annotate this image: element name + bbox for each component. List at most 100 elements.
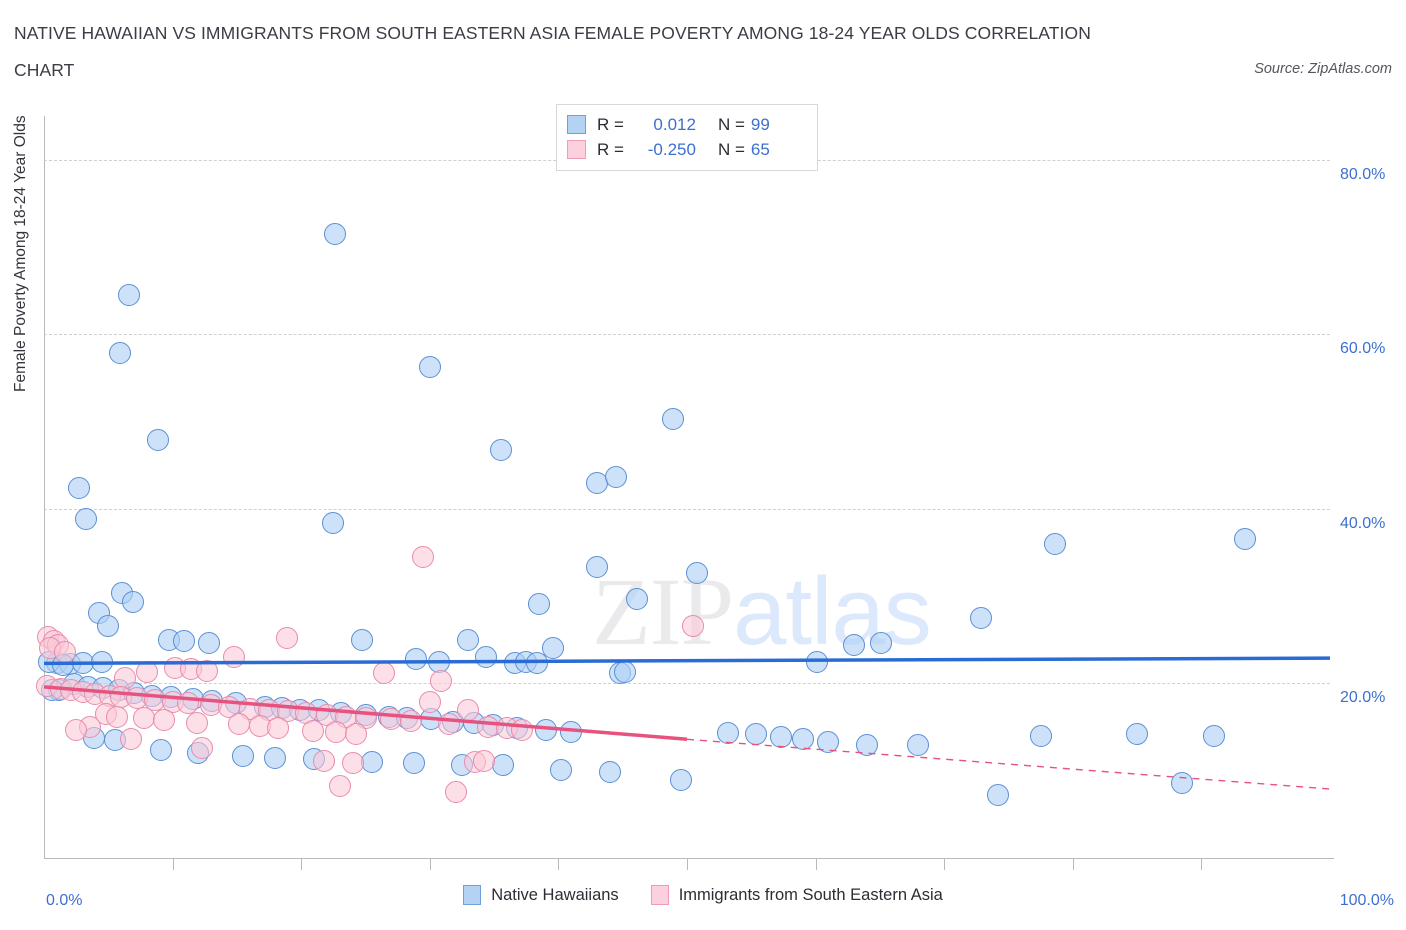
legend-item-immigrants-south-eastern-asia[interactable]: Immigrants from South Eastern Asia [650,885,943,905]
series-legend: Native Hawaiians Immigrants from South E… [0,885,1406,905]
scatter-point-blue [843,634,866,656]
scatter-point-blue [173,629,196,652]
scatter-point-pink [301,719,324,742]
scatter-point-pink [135,661,158,684]
scatter-point-blue [489,439,512,462]
scatter-point-pink [341,751,364,774]
scatter-point-blue [147,428,170,451]
scatter-point-blue [1171,771,1194,794]
scatter-point-blue [97,614,120,637]
x-tick-50 [687,858,688,870]
scatter-point-blue [1043,532,1066,555]
gridline-200 [44,683,1330,685]
scatter-point-blue [67,476,90,499]
x-tick-30 [429,858,431,870]
scatter-point-blue [549,758,572,781]
scatter-point-blue [418,355,441,378]
scatter-point-pink [399,709,422,732]
x-tick-40 [558,858,560,870]
scatter-point-blue [1203,724,1226,747]
scatter-point-blue [197,632,220,655]
gridline-400 [44,508,1330,510]
scatter-point-blue [686,561,709,584]
scatter-point-pink [267,716,290,739]
scatter-point-pink [65,718,88,741]
scatter-point-blue [360,750,383,773]
plot-area: ZIPatlas [35,116,1331,858]
pink-series-swatch [567,140,586,159]
legend-item-native-hawaiians[interactable]: Native Hawaiians [463,885,619,905]
x-tick-70 [944,858,946,870]
x-tick-80 [1072,858,1074,870]
blue-n-label: N = [717,114,745,134]
scatter-point-blue [669,769,692,792]
scatter-point-blue [805,650,828,673]
scatter-point-blue [1029,724,1052,747]
scatter-point-blue [457,628,480,651]
scatter-point-blue [661,407,684,430]
legend-swatch-pink [650,885,669,905]
scatter-point-pink [444,780,467,803]
scatter-point-blue [605,465,628,488]
pink-n-label: N = [717,139,745,159]
plot-frame [44,116,1330,858]
blue-n-value: 99 [750,114,770,134]
scatter-point-blue [121,591,144,614]
legend-swatch-blue [463,885,482,905]
scatter-point-pink [472,750,495,773]
scatter-point-blue [75,508,98,531]
scatter-point-pink [186,711,209,734]
page-title-line-2: CHART [14,60,75,80]
blue-r-label: R = [597,114,624,134]
pink-r-value: -0.250 [647,139,696,159]
legend-label-immigrants-south-eastern-asia: Immigrants from South Eastern Asia [678,885,943,904]
source-attribution: Source: ZipAtlas.com [1254,61,1392,77]
scatter-point-pink [682,614,705,637]
scatter-point-blue [108,342,131,365]
scatter-point-pink [418,690,441,713]
scatter-point-pink [372,661,395,684]
y-axis-title-text: Female Poverty Among 18-24 Year Olds [12,115,29,392]
scatter-point-blue [322,511,345,534]
x-axis-line [44,858,1334,859]
scatter-point-blue [856,733,879,756]
scatter-point-blue [598,760,621,783]
scatter-point-blue [117,283,140,306]
scatter-point-pink [106,705,129,728]
scatter-point-pink [511,718,534,741]
x-tick-20 [301,858,303,870]
scatter-point-blue [585,556,608,579]
pink-n-value: 65 [750,139,770,159]
scatter-point-blue [403,751,426,774]
scatter-point-pink [276,627,299,650]
scatter-point-blue [232,744,255,767]
scatter-point-blue [350,628,373,651]
y-tick-label-200: 20.0% [1340,689,1386,707]
x-axis-min-label: 0.0% [46,892,83,909]
scatter-point-pink [430,669,453,692]
gridline-600 [44,334,1330,336]
scatter-point-pink [438,712,461,735]
x-tick-90 [1201,858,1203,870]
x-axis-max-label: 100.0% [1339,892,1394,909]
legend-label-native-hawaiians: Native Hawaiians [491,885,619,904]
y-axis-title: Female Poverty Among 18-24 Year Olds [12,115,30,392]
page-title-line-1: NATIVE HAWAIIAN VS IMMIGRANTS FROM SOUTH… [14,23,1091,43]
blue-r-value: 0.012 [653,114,696,134]
blue-series-swatch [567,115,586,134]
x-tick-10 [172,858,174,870]
scatter-point-blue [907,733,930,756]
scatter-point-blue [870,632,893,655]
stat-row-blue: R = 0.012 N = 99 [567,112,807,137]
scatter-point-pink [328,774,351,797]
x-tick-60 [815,858,817,870]
scatter-point-blue [534,718,557,741]
scatter-point-blue [625,587,648,610]
scatter-point-blue [791,728,814,751]
scatter-point-blue [525,652,548,675]
scatter-point-blue [323,222,346,245]
scatter-point-blue [150,738,173,761]
y-tick-label-800: 80.0% [1340,165,1386,183]
scatter-point-blue [1126,723,1149,746]
